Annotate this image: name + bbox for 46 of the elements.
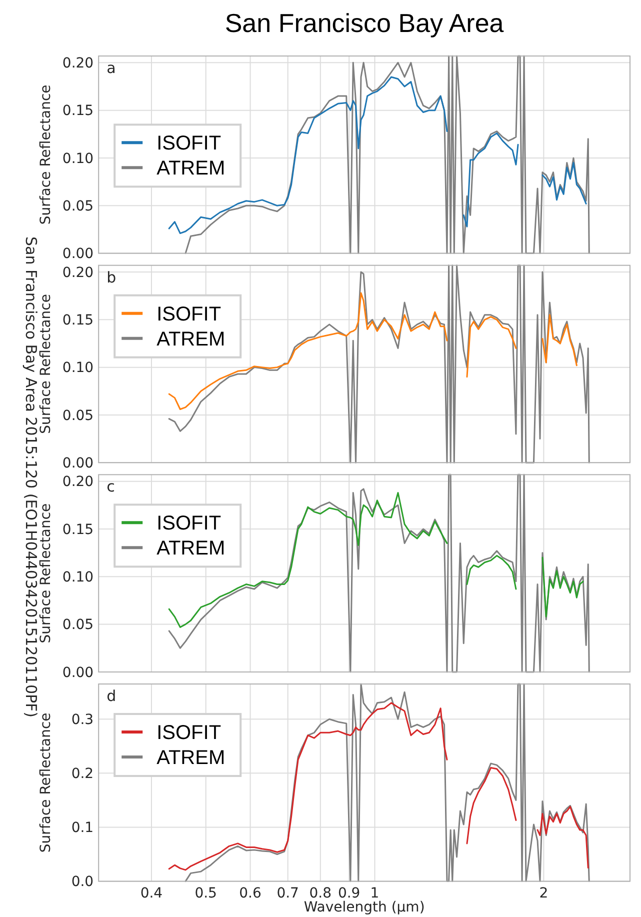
y-tick-label: 0.3 <box>71 712 94 728</box>
annotation: b <box>106 268 116 286</box>
x-tick-label: 0.9 <box>338 885 360 902</box>
y-tick-label: 0.05 <box>62 617 94 634</box>
x-tick-label: 0.7 <box>276 885 299 902</box>
chart-title: San Francisco Bay Area <box>224 8 504 38</box>
x-tick-label: 1 <box>370 885 380 902</box>
y-tick-label: 0.00 <box>62 664 94 681</box>
y-axis-title: Surface Reflectance <box>38 712 54 853</box>
annotation: a <box>106 59 116 77</box>
y-tick-label: 0.05 <box>62 198 94 215</box>
legend-label: ATREM <box>156 328 226 350</box>
legend-label: ISOFIT <box>156 132 222 155</box>
y-tick-label: 0.00 <box>62 246 94 262</box>
legend-label: ISOFIT <box>156 303 222 326</box>
text: San Francisco Bay Area 2015:120 (EO1H0440342015120110PF) <box>22 236 40 718</box>
y-tick-label: 0.15 <box>62 312 94 329</box>
y-tick-label: 0.1 <box>71 820 94 836</box>
y-tick-label: 0.0 <box>71 874 94 890</box>
y-axis-title: Surface Reflectance <box>38 294 54 434</box>
legend-label: ATREM <box>156 158 226 180</box>
x-tick-label: 0.5 <box>194 885 217 902</box>
x-tick-label: 0.6 <box>239 885 262 902</box>
y-axis-title: Surface Reflectance <box>38 84 54 225</box>
y-axis-title: Surface Reflectance <box>38 503 54 644</box>
legend-label: ATREM <box>156 538 226 560</box>
y-tick-label: 0.10 <box>62 570 94 586</box>
y-tick-label: 0.00 <box>62 456 94 472</box>
y-tick-label: 0.20 <box>62 264 94 281</box>
annotation: d <box>106 686 116 705</box>
y-tick-label: 0.05 <box>62 408 94 424</box>
y-tick-label: 0.10 <box>62 360 94 376</box>
legend-label: ISOFIT <box>156 512 222 535</box>
annotation: c <box>106 478 115 496</box>
y-tick-label: 0.10 <box>62 150 94 167</box>
y-tick-label: 0.20 <box>62 56 94 72</box>
x-tick-label: 0.8 <box>309 885 332 902</box>
y-tick-label: 0.20 <box>62 474 94 490</box>
y-tick-label: 0.15 <box>62 522 94 538</box>
x-tick-label: 2 <box>539 885 548 902</box>
x-axis-title: Wavelength (μm) <box>304 899 425 916</box>
y-tick-label: 0.2 <box>71 766 94 782</box>
legend-label: ATREM <box>156 746 226 769</box>
x-tick-label: 0.4 <box>140 885 163 902</box>
y-tick-label: 0.15 <box>62 103 94 120</box>
legend-label: ISOFIT <box>156 722 222 744</box>
